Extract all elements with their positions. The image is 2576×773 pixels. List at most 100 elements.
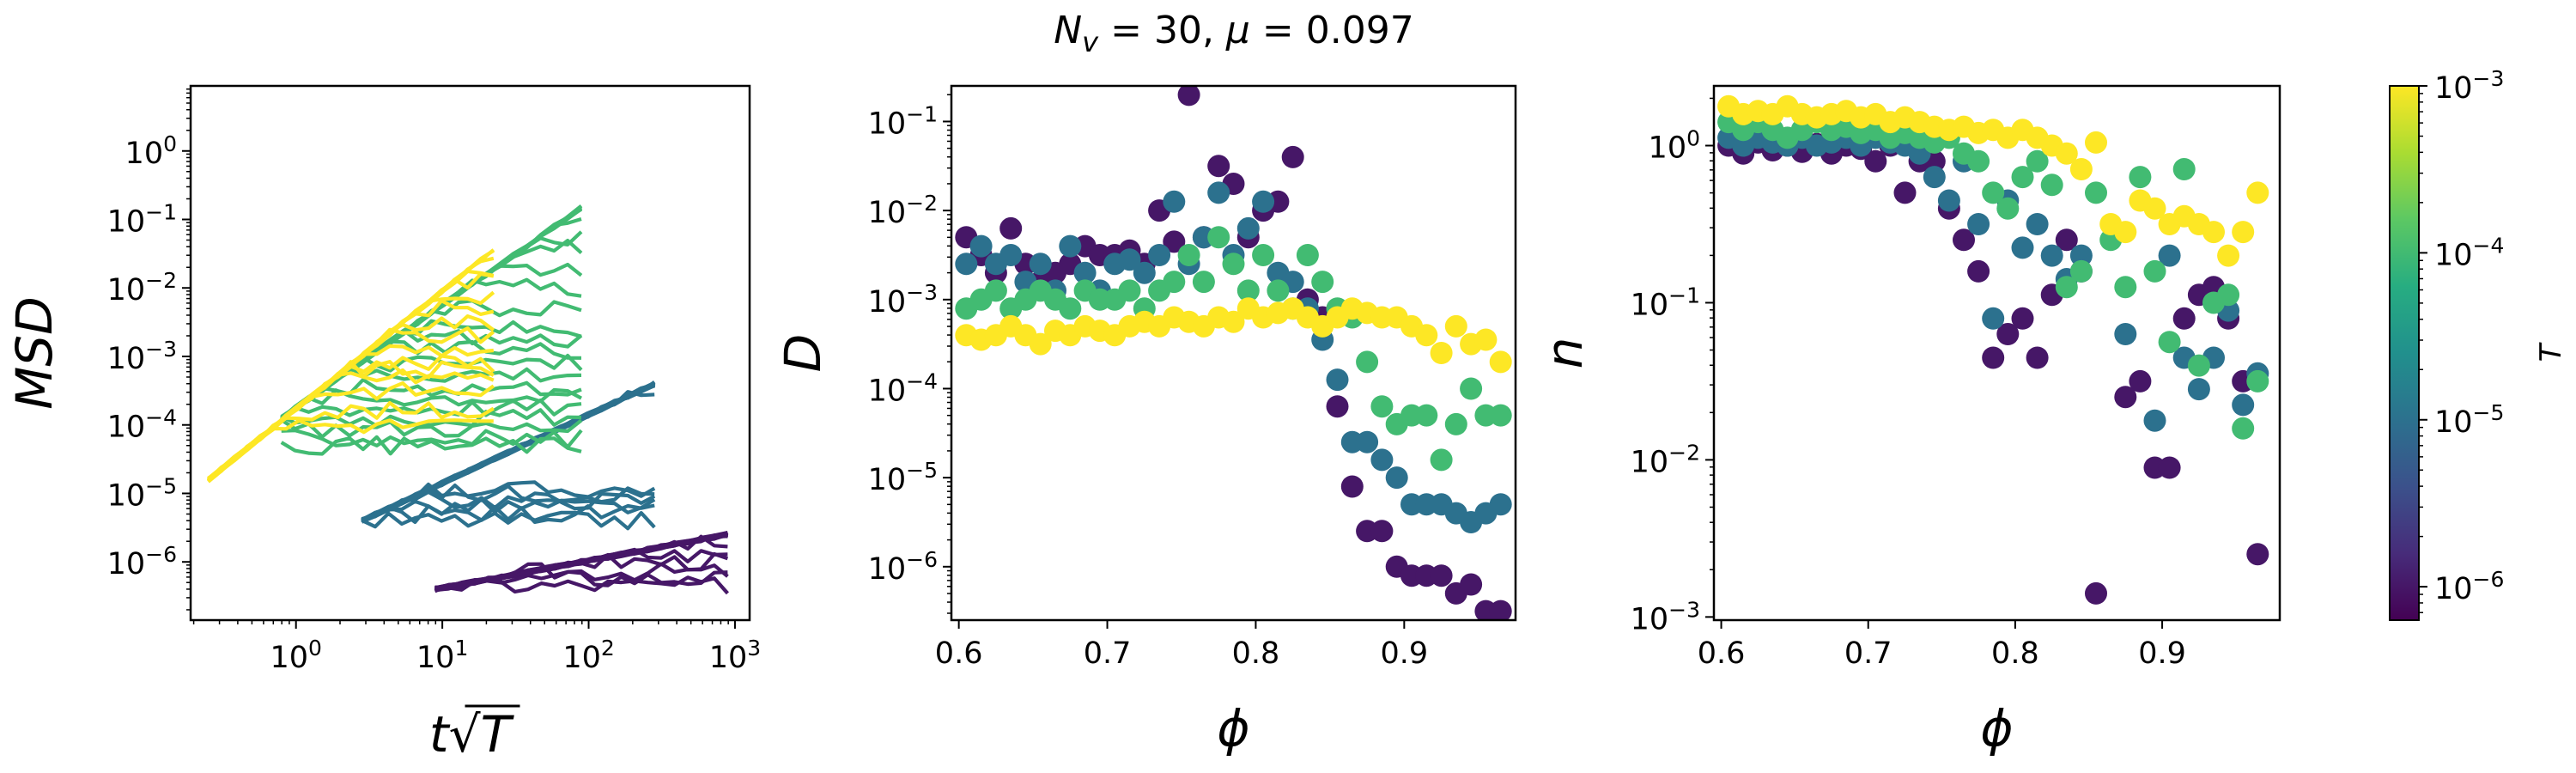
data-point xyxy=(2069,244,2093,267)
data-point xyxy=(1148,244,1171,266)
data-point xyxy=(1982,181,2005,204)
msd-series-line xyxy=(207,290,495,483)
data-point xyxy=(1953,228,1975,252)
x-tick-label: 0.6 xyxy=(935,636,983,671)
data-point xyxy=(2085,131,2107,154)
y-tick-label: 10−4 xyxy=(868,368,938,408)
data-point xyxy=(1430,564,1453,587)
data-point xyxy=(2246,181,2269,204)
data-point xyxy=(1236,216,1260,240)
data-point xyxy=(2026,149,2049,173)
data-point xyxy=(1460,573,1483,596)
data-point xyxy=(2085,581,2107,605)
data-point xyxy=(2232,393,2255,417)
colorbar-tick-label: 10−5 xyxy=(2434,400,2504,440)
y-tick-label: 100 xyxy=(125,131,177,171)
data-point xyxy=(1982,307,2005,330)
colorbar-gradient xyxy=(2389,85,2420,621)
msd-series-line xyxy=(280,418,583,439)
temperature-colorbar: 10−6 10−5 10−4 10−3 T xyxy=(2389,66,2568,621)
y-tick-label: 10−3 xyxy=(868,280,938,320)
y-tick-label: 10−6 xyxy=(107,542,177,581)
data-point xyxy=(2172,307,2196,330)
data-point xyxy=(2217,283,2240,307)
y-tick-label: 10−6 xyxy=(868,547,938,587)
data-point xyxy=(2158,456,2181,479)
msd-series-line xyxy=(361,496,656,523)
data-point xyxy=(2011,307,2034,330)
msd-series-line xyxy=(207,418,494,484)
x-tick-label: 0.6 xyxy=(1698,636,1746,671)
data-point xyxy=(1415,404,1438,427)
data-point xyxy=(1073,261,1097,284)
x-tick-label: 103 xyxy=(709,636,761,675)
msd-series-line xyxy=(361,510,656,531)
data-point xyxy=(2158,331,2181,354)
data-point xyxy=(1415,324,1438,347)
data-point xyxy=(2026,213,2049,235)
data-point xyxy=(2232,221,2255,244)
msd-series-line xyxy=(361,483,655,522)
exponent-panel: 0.6 0.7 0.8 0.9 10−3 10−2 10−1 100 ϕ n xyxy=(1535,84,2281,758)
colorbar-tick-label: 10−4 xyxy=(2434,233,2504,272)
data-point xyxy=(1982,346,2005,369)
data-point xyxy=(2114,386,2137,409)
data-point xyxy=(1296,244,1319,266)
y-axis-label: D xyxy=(774,334,832,373)
figure-title: Nv = 30, μ = 0.097 xyxy=(1054,9,1413,58)
data-point xyxy=(2011,166,2034,189)
data-point xyxy=(1923,166,1946,189)
data-point xyxy=(1489,600,1512,620)
msd-series-line xyxy=(280,378,582,421)
data-point xyxy=(1252,190,1275,213)
data-point xyxy=(1444,314,1467,338)
data-point xyxy=(1207,226,1230,249)
msd-series-line xyxy=(280,398,582,420)
colorbar-tick-label: 10−6 xyxy=(2434,567,2504,606)
data-point xyxy=(969,234,993,258)
data-point xyxy=(1937,189,1960,212)
y-tick-label: 10−5 xyxy=(868,458,938,497)
data-point xyxy=(2217,244,2240,267)
x-tick-label: 0.9 xyxy=(1380,636,1428,671)
data-point xyxy=(2055,228,2078,252)
data-point xyxy=(1207,155,1230,178)
data-point xyxy=(2040,173,2063,197)
data-point xyxy=(1474,328,1498,351)
data-point xyxy=(1967,213,1990,235)
x-axis-label: t√T xyxy=(429,705,515,764)
data-point xyxy=(1326,395,1349,418)
data-point xyxy=(1133,261,1156,284)
data-point xyxy=(2040,244,2063,267)
x-axis-label: ϕ xyxy=(1217,699,1249,758)
data-point xyxy=(2026,346,2049,369)
x-tick-label: 0.9 xyxy=(2138,636,2186,671)
x-tick-label: 0.7 xyxy=(1844,636,1893,671)
data-point xyxy=(2069,158,2093,180)
data-point xyxy=(1370,395,1394,418)
data-point xyxy=(1996,323,2020,345)
data-point xyxy=(1356,350,1379,374)
data-point xyxy=(2129,166,2152,189)
y-tick-label: 10−2 xyxy=(107,268,177,307)
data-point xyxy=(2143,409,2166,432)
msd-series-line xyxy=(434,575,729,595)
data-point xyxy=(1893,181,1917,204)
data-point xyxy=(1864,149,1887,173)
data-point xyxy=(1177,244,1200,266)
data-point xyxy=(2114,221,2137,244)
msd-series-line xyxy=(280,435,582,456)
x-axis-label: ϕ xyxy=(1980,699,2013,758)
data-point xyxy=(999,216,1023,240)
data-point xyxy=(1059,297,1082,320)
data-point xyxy=(2055,142,2078,165)
data-point xyxy=(1489,350,1512,374)
data-point xyxy=(1236,279,1260,302)
data-point xyxy=(984,279,1007,302)
msd-series-line xyxy=(207,368,495,483)
x-tick-label: 0.8 xyxy=(1991,636,2039,671)
data-point xyxy=(1222,253,1245,276)
diffusion-panel: 0.6 0.7 0.8 0.9 10−6 10−5 10−4 10−3 10−2 10−1 ϕ D xyxy=(774,84,1517,758)
data-point xyxy=(999,244,1023,266)
